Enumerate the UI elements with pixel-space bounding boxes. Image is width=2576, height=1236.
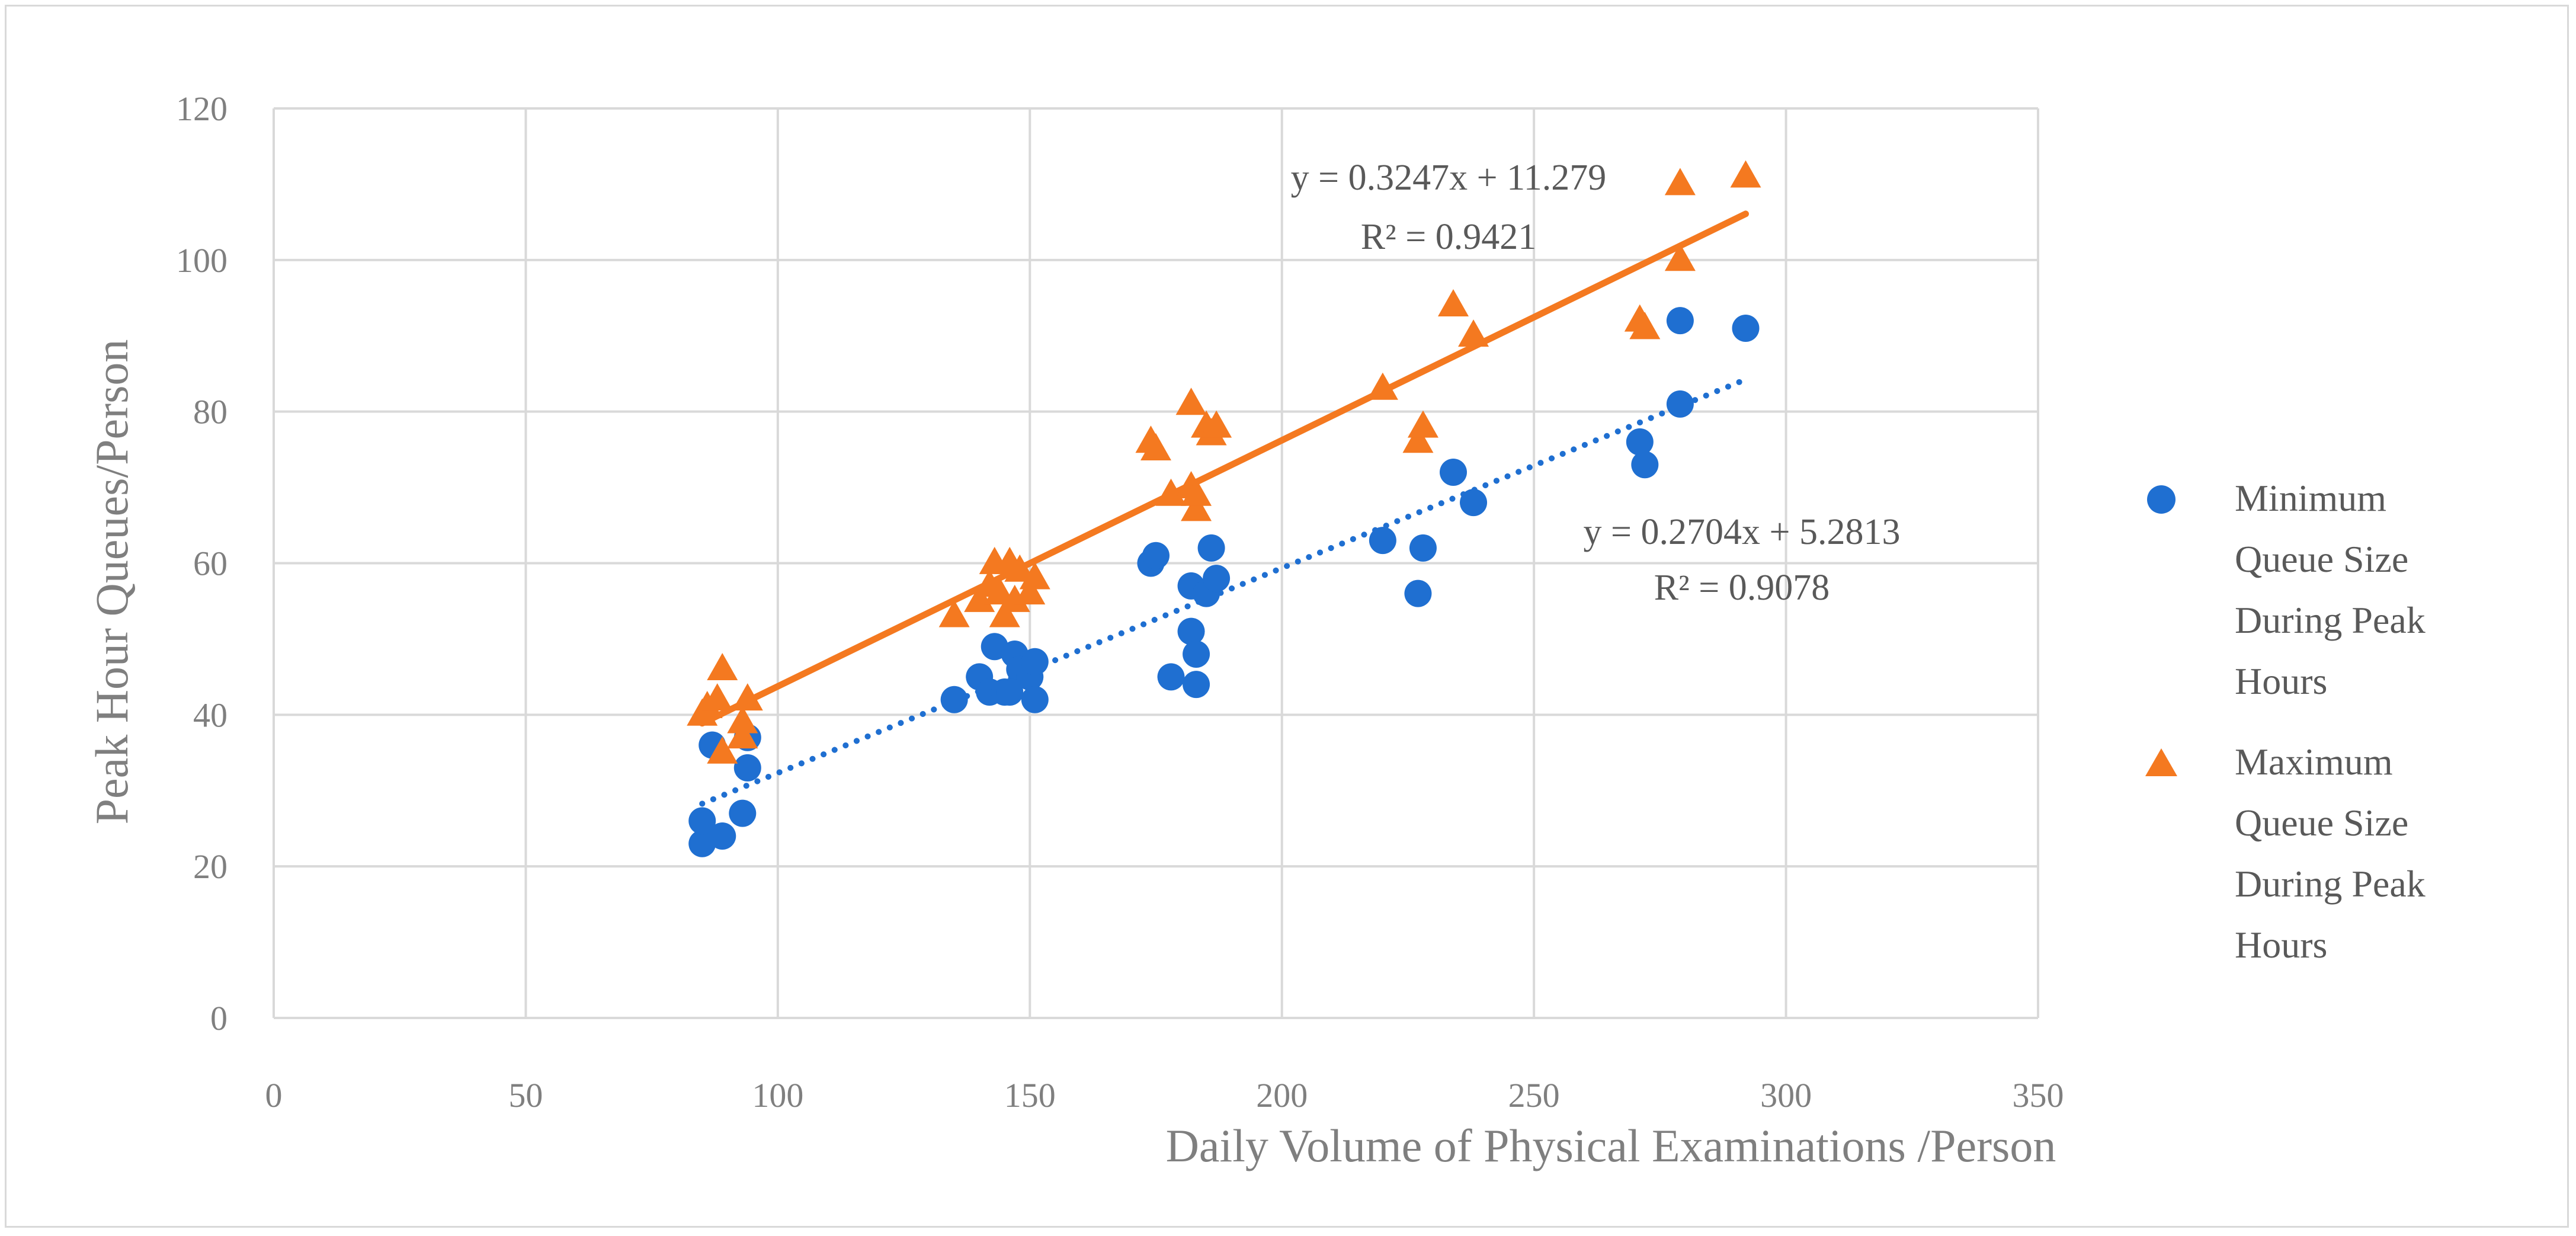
legend: Minimum Queue Size During Peak Hours Max… — [2145, 477, 2426, 966]
y-axis-ticks: 0 20 40 60 80 100 120 — [176, 89, 228, 1038]
min-queue-point — [996, 678, 1024, 706]
min-queue-point — [940, 686, 968, 713]
max-queue-point — [999, 584, 1030, 612]
x-tick-label: 150 — [1004, 1076, 1056, 1115]
max-queue-point — [727, 706, 758, 734]
max-queue-point — [1201, 410, 1232, 438]
y-tick-label: 60 — [193, 545, 228, 583]
max-queue-point — [727, 721, 758, 749]
max-queue-point — [1175, 388, 1207, 415]
y-tick-label: 40 — [193, 696, 228, 734]
legend-label-min-line2: Queue Size — [2235, 538, 2408, 580]
max-queue-point — [1458, 319, 1489, 347]
y-tick-label: 120 — [176, 89, 228, 128]
min-queue-point — [1666, 390, 1694, 418]
legend-label-max-line1: Maximum — [2235, 741, 2393, 783]
min-queue-point — [1142, 542, 1170, 569]
max-queue-point — [732, 683, 763, 711]
max-queue-point — [1181, 478, 1212, 506]
max-queue-point — [1155, 478, 1187, 506]
trendlines — [699, 210, 1750, 807]
legend-label-min-line3: During Peak — [2235, 599, 2426, 641]
max-queue-point — [701, 683, 733, 711]
max-queue-point — [1438, 289, 1469, 316]
y-tick-label: 100 — [176, 241, 228, 280]
min-trendline — [699, 376, 1749, 807]
legend-label-min-line4: Hours — [2235, 660, 2327, 702]
min-queue-point — [1732, 314, 1760, 342]
min-queue-point — [709, 822, 736, 850]
min-queue-point — [1183, 641, 1210, 668]
x-tick-label: 200 — [1256, 1076, 1308, 1115]
min-trendline-r2: R² = 0.9078 — [1654, 568, 1830, 608]
x-tick-label: 350 — [2013, 1076, 2064, 1115]
legend-triangle-marker — [2145, 748, 2177, 776]
min-trendline-equation: y = 0.2704x + 5.2813 — [1584, 512, 1901, 552]
max-trendline-r2: R² = 0.9421 — [1361, 217, 1536, 257]
max-queue-point — [1629, 312, 1661, 340]
max-queue-point — [1402, 425, 1434, 453]
max-queue-point — [1730, 160, 1761, 188]
min-queue-point — [1631, 451, 1659, 479]
legend-label-max-line3: During Peak — [2235, 863, 2426, 905]
legend-circle-marker — [2147, 485, 2175, 514]
max-queue-point — [964, 584, 995, 612]
x-axis-ticks: 0 50 100 150 200 250 300 350 — [265, 1076, 2064, 1115]
min-queue-point — [1183, 671, 1210, 699]
max-queue-point — [1407, 410, 1438, 438]
max-trendline-equation: y = 0.3247x + 11.279 — [1291, 158, 1607, 198]
gridlines — [273, 107, 2039, 1019]
chart-frame — [5, 5, 2569, 1228]
legend-label-max-line2: Queue Size — [2235, 802, 2408, 844]
max-queue-point — [1664, 244, 1696, 271]
min-queue-point — [1021, 648, 1049, 675]
min-queue-point — [1409, 534, 1437, 562]
min-queue-point — [1440, 459, 1468, 486]
min-queue-point — [1021, 686, 1049, 713]
max-trendline — [699, 210, 1750, 727]
min-queue-point — [1369, 527, 1396, 555]
data-points — [687, 160, 1761, 857]
min-queue-point — [1197, 534, 1225, 562]
max-queue-point — [707, 652, 738, 680]
legend-label-min-line1: Minimum — [2235, 477, 2386, 519]
max-queue-point — [989, 600, 1020, 627]
legend-label-max-line4: Hours — [2235, 924, 2327, 966]
max-queue-point — [1019, 562, 1050, 590]
x-tick-label: 300 — [1760, 1076, 1812, 1115]
max-queue-point — [1664, 168, 1696, 196]
max-queue-point — [1014, 577, 1046, 605]
max-queue-point — [707, 736, 738, 764]
y-tick-label: 20 — [193, 847, 228, 886]
y-axis-title: Peak Hour Queues/Person — [86, 340, 137, 825]
min-queue-point — [1404, 579, 1432, 607]
y-tick-label: 0 — [210, 999, 228, 1038]
x-tick-label: 250 — [1508, 1076, 1560, 1115]
max-queue-point — [1004, 554, 1036, 582]
x-tick-label: 0 — [265, 1076, 283, 1115]
y-tick-label: 80 — [193, 393, 228, 431]
min-queue-point — [1157, 663, 1185, 691]
max-queue-point — [1140, 433, 1171, 461]
min-queue-point — [733, 754, 761, 782]
min-queue-point — [1666, 307, 1694, 335]
max-queue-point — [1181, 494, 1212, 521]
min-queue-point — [1460, 489, 1488, 517]
x-axis-title: Daily Volume of Physical Examinations /P… — [1166, 1120, 2056, 1171]
min-queue-point — [688, 807, 716, 835]
min-queue-point — [1626, 428, 1654, 456]
min-queue-point — [1203, 565, 1231, 593]
x-tick-label: 100 — [752, 1076, 803, 1115]
max-queue-point — [938, 600, 970, 627]
min-queue-point — [1177, 617, 1205, 645]
max-queue-point — [984, 577, 1015, 605]
min-queue-point — [729, 799, 757, 827]
max-queue-point — [1367, 372, 1398, 400]
x-tick-label: 50 — [508, 1076, 543, 1115]
